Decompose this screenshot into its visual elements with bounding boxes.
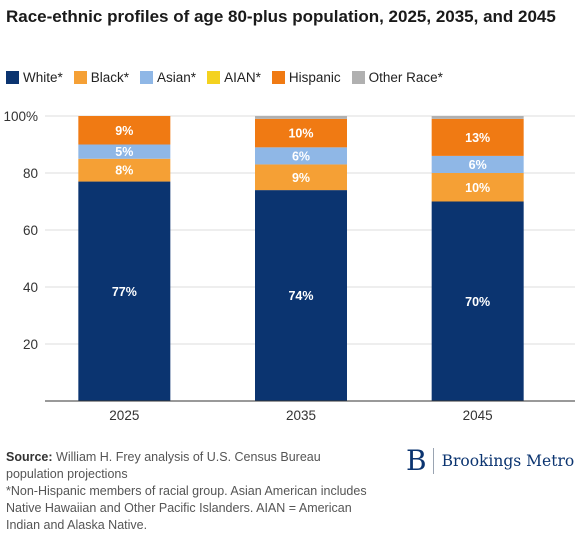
x-tick-label: 2045 bbox=[463, 408, 493, 423]
source-label: Source: bbox=[6, 450, 53, 464]
source-line: Source: William H. Frey analysis of U.S.… bbox=[6, 449, 376, 483]
bar-segment-black bbox=[431, 173, 524, 202]
y-tick-label: 100% bbox=[3, 109, 38, 124]
legend-label-black: Black* bbox=[90, 70, 130, 85]
data-label: 9% bbox=[115, 124, 133, 138]
y-tick-label: 20 bbox=[23, 337, 38, 352]
bar-segment-black bbox=[78, 158, 171, 182]
stacked-bar-chart: 20 40 60 80 100% 77% 8% 5% 9% 2025 74% 9% 6% 10% 2035 7… bbox=[3, 109, 575, 423]
legend-item-white: White* bbox=[6, 70, 63, 85]
bar-segment-black bbox=[255, 164, 347, 191]
data-label: 6% bbox=[292, 149, 310, 163]
brand-name: Brookings Metro bbox=[441, 452, 575, 470]
legend-swatch-other-race bbox=[351, 71, 365, 84]
source-text: William H. Frey analysis of U.S. Census … bbox=[6, 450, 321, 481]
bar-segment-hispanic bbox=[78, 116, 171, 145]
legend-label-white: White* bbox=[23, 70, 63, 85]
data-label: 13% bbox=[465, 131, 490, 145]
bar-segment-asian bbox=[431, 155, 524, 173]
y-tick-label: 60 bbox=[23, 223, 38, 238]
bar-segment-white bbox=[255, 190, 347, 401]
bar-segment-hispanic bbox=[431, 118, 524, 156]
legend-item-other-race: Other Race* bbox=[351, 70, 443, 85]
legend-label-asian: Asian* bbox=[157, 70, 197, 85]
brookings-metro-logo: B Brookings Metro bbox=[406, 446, 574, 476]
legend-item-aian: AIAN* bbox=[207, 70, 261, 85]
legend-label-other-race: Other Race* bbox=[368, 70, 443, 85]
y-tick-label: 80 bbox=[23, 166, 38, 181]
bar-segment-asian bbox=[255, 147, 347, 165]
logo-divider bbox=[432, 448, 434, 474]
bar-segment-other-race bbox=[255, 116, 347, 119]
legend: White* Black* Asian* AIAN* Hispanic Othe… bbox=[6, 70, 454, 85]
data-label: 10% bbox=[288, 127, 313, 141]
data-label: 74% bbox=[288, 289, 313, 303]
legend-label-aian: AIAN* bbox=[224, 70, 261, 85]
chart-title: Race-ethnic profiles of age 80-plus popu… bbox=[6, 7, 556, 26]
data-label: 5% bbox=[115, 145, 133, 159]
legend-item-asian: Asian* bbox=[140, 70, 196, 85]
bar-segment-other-race bbox=[431, 116, 524, 119]
x-tick-label: 2035 bbox=[286, 408, 316, 423]
legend-swatch-white bbox=[6, 71, 19, 84]
bar-segment-white bbox=[78, 181, 171, 401]
data-label: 70% bbox=[465, 295, 490, 309]
legend-label-hispanic: Hispanic bbox=[288, 70, 341, 85]
data-label: 77% bbox=[112, 285, 137, 299]
data-label: 10% bbox=[465, 181, 490, 195]
data-label: 6% bbox=[469, 158, 487, 172]
legend-swatch-aian bbox=[207, 71, 221, 84]
y-tick-label: 40 bbox=[23, 280, 38, 295]
brookings-b-logo-icon: B bbox=[406, 444, 427, 477]
data-label: 9% bbox=[292, 171, 310, 185]
legend-item-hispanic: Hispanic bbox=[271, 70, 341, 85]
legend-swatch-hispanic bbox=[271, 71, 285, 84]
legend-swatch-black bbox=[73, 71, 87, 84]
footnote: *Non-Hispanic members of racial group. A… bbox=[6, 484, 367, 532]
bar-segment-hispanic bbox=[255, 118, 347, 148]
data-label: 8% bbox=[115, 164, 133, 178]
legend-item-black: Black* bbox=[73, 70, 130, 85]
bar-segment-white bbox=[431, 201, 524, 401]
bar-segment-asian bbox=[78, 144, 171, 159]
footer: Source: William H. Frey analysis of U.S.… bbox=[6, 449, 376, 534]
x-tick-label: 2025 bbox=[109, 408, 139, 423]
legend-swatch-asian bbox=[140, 71, 154, 84]
